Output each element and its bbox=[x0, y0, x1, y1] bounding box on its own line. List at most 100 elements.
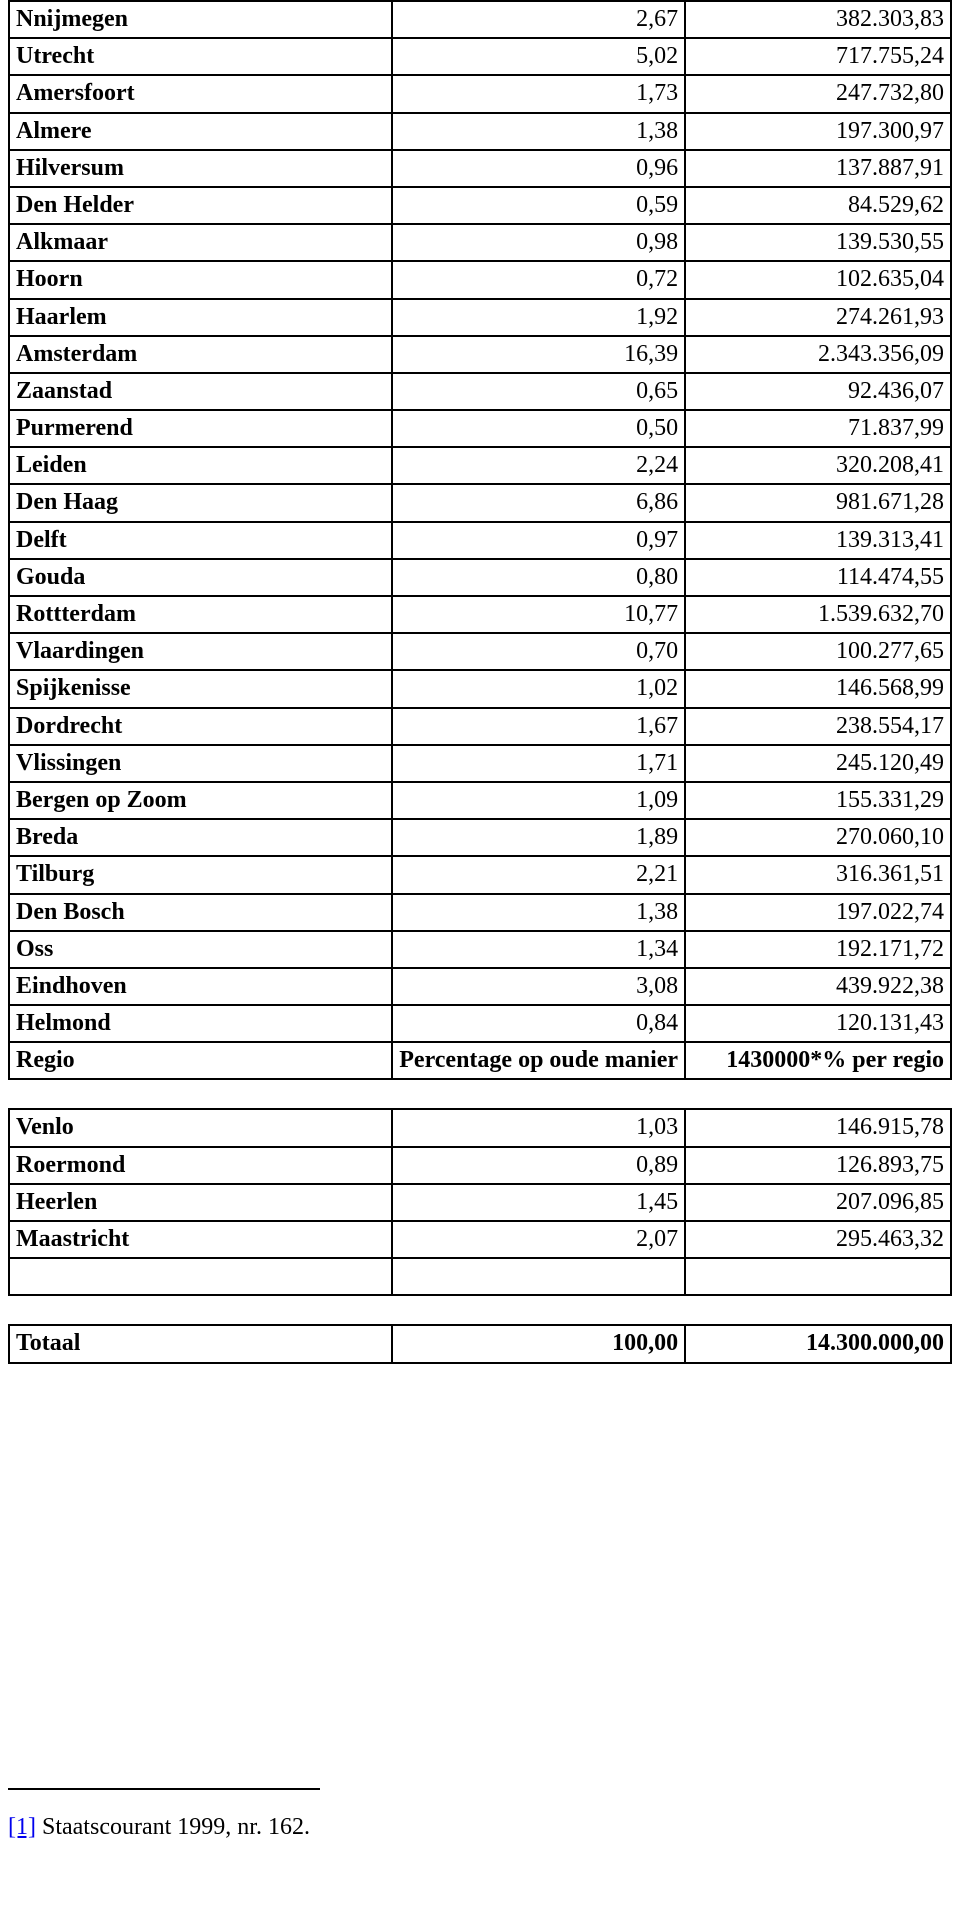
row-val: 270.060,10 bbox=[685, 819, 951, 856]
row-pct: 0,72 bbox=[392, 261, 685, 298]
empty-cell bbox=[9, 1258, 392, 1295]
row-val: 247.732,80 bbox=[685, 75, 951, 112]
row-name: Helmond bbox=[9, 1005, 392, 1042]
total-val: 14.300.000,00 bbox=[685, 1325, 951, 1362]
row-name: Den Helder bbox=[9, 187, 392, 224]
row-name: Vlaardingen bbox=[9, 633, 392, 670]
table-row: Amersfoort1,73247.732,80 bbox=[9, 75, 951, 112]
row-val: 192.171,72 bbox=[685, 931, 951, 968]
row-name: Hilversum bbox=[9, 150, 392, 187]
row-val: 245.120,49 bbox=[685, 745, 951, 782]
table-row: Nnijmegen2,67382.303,83 bbox=[9, 1, 951, 38]
row-pct: 2,24 bbox=[392, 447, 685, 484]
footnote-link[interactable]: [1] bbox=[8, 1814, 36, 1840]
row-pct: 16,39 bbox=[392, 336, 685, 373]
table-row: Hilversum0,96137.887,91 bbox=[9, 150, 951, 187]
empty-cell bbox=[685, 1258, 951, 1295]
table-row: Zaanstad0,6592.436,07 bbox=[9, 373, 951, 410]
row-name: Venlo bbox=[9, 1109, 392, 1146]
table-row-empty bbox=[9, 1258, 951, 1295]
row-val: 295.463,32 bbox=[685, 1221, 951, 1258]
table-row: Roermond0,89126.893,75 bbox=[9, 1147, 951, 1184]
row-val: 114.474,55 bbox=[685, 559, 951, 596]
row-name: Bergen op Zoom bbox=[9, 782, 392, 819]
table-row: Gouda0,80114.474,55 bbox=[9, 559, 951, 596]
data-table-2: Venlo1,03146.915,78Roermond0,89126.893,7… bbox=[8, 1108, 952, 1296]
row-name: Heerlen bbox=[9, 1184, 392, 1221]
row-val: 2.343.356,09 bbox=[685, 336, 951, 373]
row-name: Dordrecht bbox=[9, 708, 392, 745]
row-val: 1430000*% per regio bbox=[685, 1042, 951, 1079]
row-name: Gouda bbox=[9, 559, 392, 596]
row-pct: 1,92 bbox=[392, 299, 685, 336]
row-name: Vlissingen bbox=[9, 745, 392, 782]
table-row: Amsterdam16,392.343.356,09 bbox=[9, 336, 951, 373]
row-name: Leiden bbox=[9, 447, 392, 484]
page-gap bbox=[8, 1364, 952, 1784]
row-pct: 0,50 bbox=[392, 410, 685, 447]
data-table-total: Totaal 100,00 14.300.000,00 bbox=[8, 1324, 952, 1363]
footnote-text: Staatscourant 1999, nr. 162. bbox=[36, 1814, 310, 1840]
table-row: Almere1,38197.300,97 bbox=[9, 113, 951, 150]
row-pct: 0,59 bbox=[392, 187, 685, 224]
table-row: Haarlem1,92274.261,93 bbox=[9, 299, 951, 336]
row-pct: Percentage op oude manier bbox=[392, 1042, 685, 1079]
row-pct: 10,77 bbox=[392, 596, 685, 633]
row-pct: 2,67 bbox=[392, 1, 685, 38]
row-name: Nnijmegen bbox=[9, 1, 392, 38]
row-name: Maastricht bbox=[9, 1221, 392, 1258]
row-pct: 1,38 bbox=[392, 894, 685, 931]
row-name: Tilburg bbox=[9, 856, 392, 893]
table-row: Bergen op Zoom1,09155.331,29 bbox=[9, 782, 951, 819]
table-row: Den Helder0,5984.529,62 bbox=[9, 187, 951, 224]
row-pct: 5,02 bbox=[392, 38, 685, 75]
table-row: Vlissingen1,71245.120,49 bbox=[9, 745, 951, 782]
row-pct: 0,70 bbox=[392, 633, 685, 670]
row-val: 146.915,78 bbox=[685, 1109, 951, 1146]
row-pct: 0,98 bbox=[392, 224, 685, 261]
table-row: Rottterdam10,771.539.632,70 bbox=[9, 596, 951, 633]
row-pct: 1,09 bbox=[392, 782, 685, 819]
table-row: Alkmaar0,98139.530,55 bbox=[9, 224, 951, 261]
row-name: Purmerend bbox=[9, 410, 392, 447]
row-val: 146.568,99 bbox=[685, 670, 951, 707]
row-name: Den Bosch bbox=[9, 894, 392, 931]
row-val: 197.022,74 bbox=[685, 894, 951, 931]
table-row: Dordrecht1,67238.554,17 bbox=[9, 708, 951, 745]
footnote-separator bbox=[8, 1788, 320, 1790]
row-pct: 0,96 bbox=[392, 150, 685, 187]
row-pct: 1,38 bbox=[392, 113, 685, 150]
total-label: Totaal bbox=[9, 1325, 392, 1362]
row-val: 92.436,07 bbox=[685, 373, 951, 410]
row-val: 139.313,41 bbox=[685, 522, 951, 559]
row-pct: 1,89 bbox=[392, 819, 685, 856]
row-name: Almere bbox=[9, 113, 392, 150]
row-pct: 1,45 bbox=[392, 1184, 685, 1221]
row-pct: 2,21 bbox=[392, 856, 685, 893]
total-row: Totaal 100,00 14.300.000,00 bbox=[9, 1325, 951, 1362]
row-pct: 1,34 bbox=[392, 931, 685, 968]
row-val: 155.331,29 bbox=[685, 782, 951, 819]
row-val: 1.539.632,70 bbox=[685, 596, 951, 633]
row-pct: 6,86 bbox=[392, 484, 685, 521]
table-row: Eindhoven3,08439.922,38 bbox=[9, 968, 951, 1005]
total-pct: 100,00 bbox=[392, 1325, 685, 1362]
table-row: RegioPercentage op oude manier1430000*% … bbox=[9, 1042, 951, 1079]
table-row: Delft0,97139.313,41 bbox=[9, 522, 951, 559]
row-pct: 0,80 bbox=[392, 559, 685, 596]
table-row: Spijkenisse1,02146.568,99 bbox=[9, 670, 951, 707]
row-name: Utrecht bbox=[9, 38, 392, 75]
row-pct: 1,03 bbox=[392, 1109, 685, 1146]
row-val: 439.922,38 bbox=[685, 968, 951, 1005]
footnote: [1] Staatscourant 1999, nr. 162. bbox=[8, 1814, 952, 1841]
row-val: 382.303,83 bbox=[685, 1, 951, 38]
table-row: Oss1,34192.171,72 bbox=[9, 931, 951, 968]
row-val: 320.208,41 bbox=[685, 447, 951, 484]
row-pct: 0,65 bbox=[392, 373, 685, 410]
row-pct: 2,07 bbox=[392, 1221, 685, 1258]
row-name: Haarlem bbox=[9, 299, 392, 336]
row-pct: 1,67 bbox=[392, 708, 685, 745]
row-val: 274.261,93 bbox=[685, 299, 951, 336]
row-val: 316.361,51 bbox=[685, 856, 951, 893]
row-name: Alkmaar bbox=[9, 224, 392, 261]
